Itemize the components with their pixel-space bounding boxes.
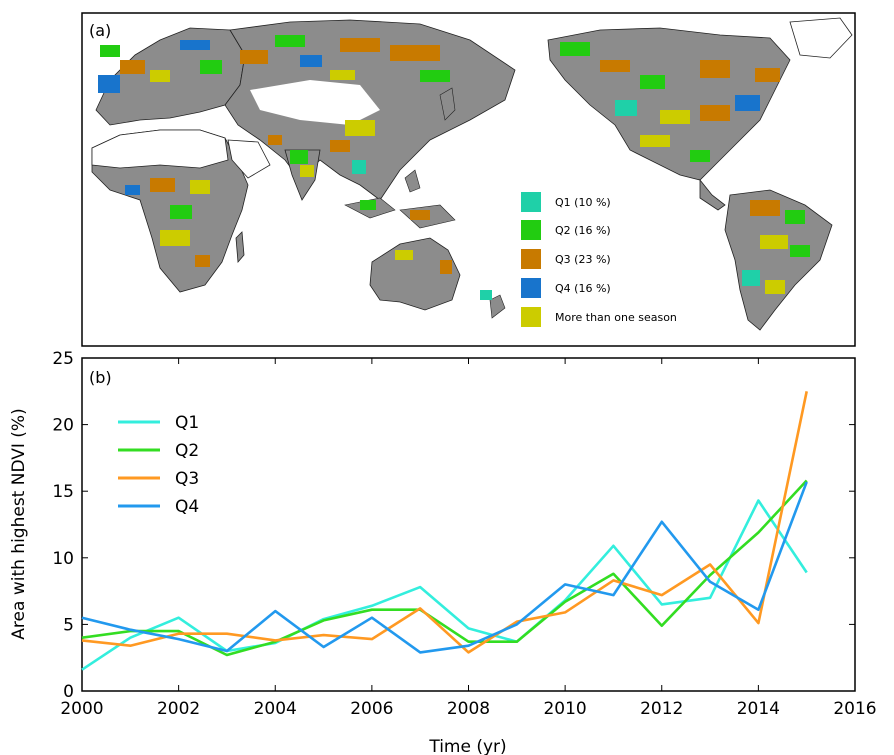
legend-label-q4: Q4 [175,497,199,517]
x-tick-label: 2014 [737,699,780,719]
greenland [789,17,853,59]
y-tick-label: 20 [52,416,74,436]
legend-label-q1: Q1 (10 %) [555,196,611,209]
sahara-region [91,129,229,169]
x-tick-label: 2008 [447,699,490,719]
legend-label-q2: Q2 (16 %) [555,224,611,237]
arabia [227,139,271,179]
x-axis: 2000 2002 2004 2006 2008 2010 2012 2014 2016 [60,358,877,719]
x-tick-label: 2016 [833,699,876,719]
chart-panel-label: (b) [89,368,112,387]
x-axis-label: Time (yr) [428,737,506,755]
x-tick-label: 2010 [543,699,586,719]
chart-legend: Q1 Q2 Q3 Q4 [118,413,199,517]
new-zealand [489,294,506,319]
madagascar [235,231,245,263]
x-tick-label: 2000 [60,699,103,719]
legend-swatch-q4 [521,278,541,298]
y-axis-label: Area with highest NDVI (%) [9,408,29,639]
y-tick-label: 5 [63,615,74,635]
legend-label-q3: Q3 (23 %) [555,253,611,266]
legend-swatch-q2 [521,220,541,240]
legend-swatch-q1 [521,192,541,212]
series-line-q1 [81,499,808,671]
legend-label-q4: Q4 (16 %) [555,282,611,295]
y-tick-label: 10 [52,549,74,569]
y-tick-label: 0 [63,682,74,702]
y-axis: 0 5 10 15 20 25 [52,349,855,702]
series-line-q2 [81,479,808,657]
y-tick-label: 15 [52,482,74,502]
central-america [699,178,726,211]
x-tick-label: 2006 [350,699,393,719]
legend-label-q1: Q1 [175,413,199,433]
map-panel: (a) Q1 (10 %) Q2 (16 %) Q3 (23 %) Q4 (16… [81,12,856,347]
continent-south-america [724,189,833,331]
season-patches [98,35,810,300]
legend-swatch-q3 [521,249,541,269]
australia [369,237,461,311]
x-tick-label: 2004 [254,699,297,719]
y-tick-label: 25 [52,349,74,369]
x-tick-label: 2002 [157,699,200,719]
x-tick-label: 2012 [640,699,683,719]
legend-label-multi-season: More than one season [555,311,677,324]
legend-label-q3: Q3 [175,469,199,489]
series-lines [81,391,808,671]
chart-panel: 2000 2002 2004 2006 2008 2010 2012 2014 2016 051… [9,349,877,755]
map-panel-label: (a) [89,21,111,40]
legend-label-q2: Q2 [175,441,199,461]
map-legend: Q1 (10 %) Q2 (16 %) Q3 (23 %) Q4 (16 %) … [521,192,677,327]
series-line-q3 [81,391,808,654]
asia-desert [250,80,380,125]
japan [439,87,456,121]
series-line-q4 [81,481,808,654]
legend-swatch-multi-season [521,307,541,327]
